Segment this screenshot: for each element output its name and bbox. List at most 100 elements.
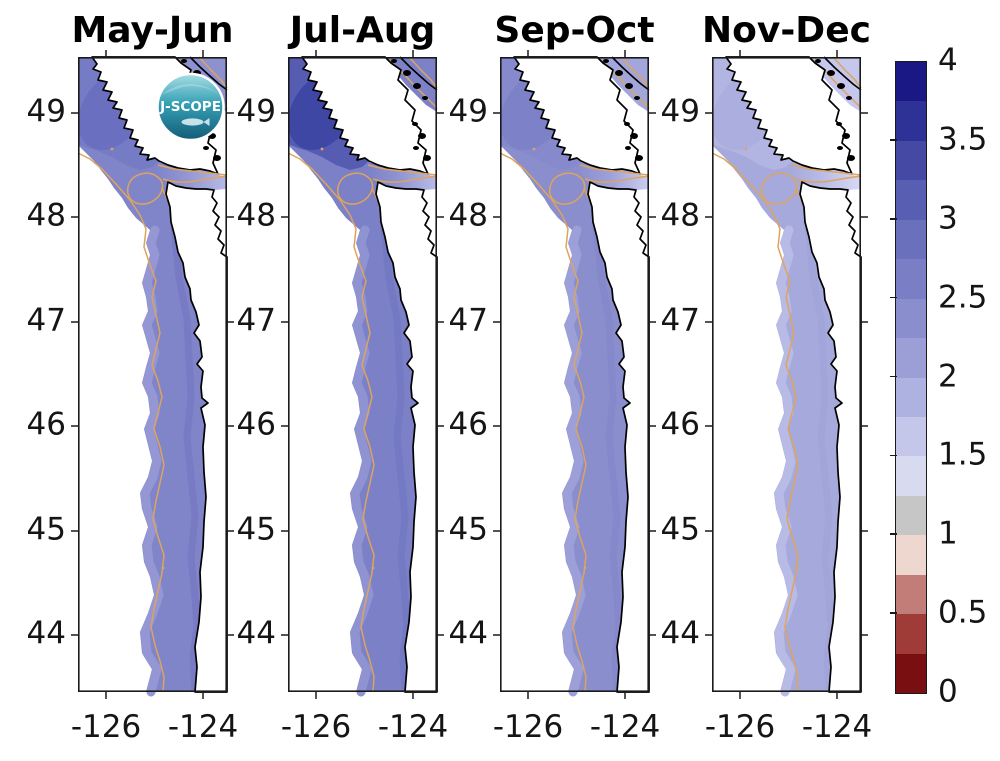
mainland-land [375,181,438,693]
colorbar-tick-label: 1.5 [938,436,988,473]
contour-dot [744,147,748,151]
island [842,133,850,139]
island [615,70,623,76]
island [423,155,431,161]
colorbar [895,61,927,694]
bc-coastline [823,56,862,91]
lat-tick-label: 48 [26,197,66,234]
island [403,70,411,76]
colorbar-segment [896,62,926,102]
island [836,122,842,126]
island [203,146,209,150]
island [634,96,640,100]
lon-tick-label: -124 [167,709,239,745]
shelf-light-strip [774,225,798,697]
contour-dot [583,566,587,570]
colorbar-tick [890,375,897,378]
lat-tick-label: 48 [236,197,276,234]
coastal-data-region [500,57,630,692]
strait-contour [157,164,228,176]
colorbar-tick [890,454,897,457]
colorbar-segment [896,653,926,693]
colorbar-tick-label: 1 [938,515,958,552]
colorbar-tick [890,217,897,220]
strait-contour [791,164,862,176]
island [391,59,397,63]
mainland-land [799,181,862,693]
colorbar-segment [896,219,926,260]
island [630,133,638,139]
lat-tick-label: 46 [660,406,700,443]
colorbar-segment [896,574,926,615]
island [413,146,419,150]
colorbar-segment [896,101,926,141]
contour-loop [126,172,164,205]
lon-tick-label: -126 [704,709,776,745]
bc-coastline [611,56,650,91]
coastal-data-region [78,57,208,692]
colorbar-tick [890,296,897,299]
strait-contour [367,164,438,176]
colorbar-segment [896,614,926,654]
shelf-dark-streak [804,226,835,693]
panel-border [500,57,649,693]
jscope-logo-text: J-SCOPE [159,99,221,115]
colorbar-tick-label: 4 [938,42,958,79]
island [418,133,426,139]
island [837,146,843,150]
contour-loop [548,172,586,205]
lat-tick-label: 46 [236,406,276,443]
mainland-land [165,181,228,693]
panel-border [288,57,437,693]
jscope-logo: J-SCOPE [156,72,225,142]
island [837,83,845,89]
panel-border [78,57,227,693]
bc-coastline [189,56,228,91]
panel-title-jul-aug: Jul-Aug [289,10,436,51]
island [213,155,221,161]
lat-tick-label: 48 [660,197,700,234]
shelf-break-contour [287,152,375,693]
map-panel-may-jun: J-SCOPE [71,50,234,699]
colorbar-tick-label: 3 [938,200,958,237]
colorbar-tick-label: 2.5 [938,279,988,316]
lat-tick-label: 46 [448,406,488,443]
island [603,59,609,63]
shelf-light-strip [350,225,374,697]
island [846,96,852,100]
vancouver-island-land [513,56,641,175]
lat-tick-label: 47 [26,302,66,339]
lat-tick-label: 46 [26,406,66,443]
contour-line [620,56,650,89]
colorbar-tick-label: 3.5 [938,121,988,158]
lat-tick-label: 49 [448,93,488,130]
colorbar-segment [896,338,926,378]
contour-dot [110,147,114,151]
shelf-break-contour [711,152,799,693]
logo-light-beam [160,84,221,95]
contour-loop [336,172,374,205]
contour-loop [760,172,798,205]
panel-title-may-jun: May-Jun [71,10,234,51]
lat-tick-label: 49 [236,93,276,130]
mainland-land [587,181,650,693]
colorbar-segment [896,456,926,496]
contour-line [832,56,862,89]
strait-contour [796,175,862,183]
island [412,122,418,126]
panel-title-sep-oct: Sep-Oct [494,10,655,51]
strait-contour [162,175,228,183]
lat-tick-label: 44 [448,615,488,652]
shelf-light-strip [140,225,164,697]
map-panel-jul-aug [281,50,444,699]
lat-tick-label: 45 [448,511,488,548]
lat-tick-label: 44 [26,615,66,652]
colorbar-segment [896,416,926,457]
colorbar-tick-label: 2 [938,358,958,394]
shelf-dark-streak [380,226,411,693]
strait-contour [579,164,650,176]
contour-line [198,56,228,89]
logo-fish-body [181,118,204,126]
lat-tick-label: 47 [236,302,276,339]
contour-dot [795,566,799,570]
